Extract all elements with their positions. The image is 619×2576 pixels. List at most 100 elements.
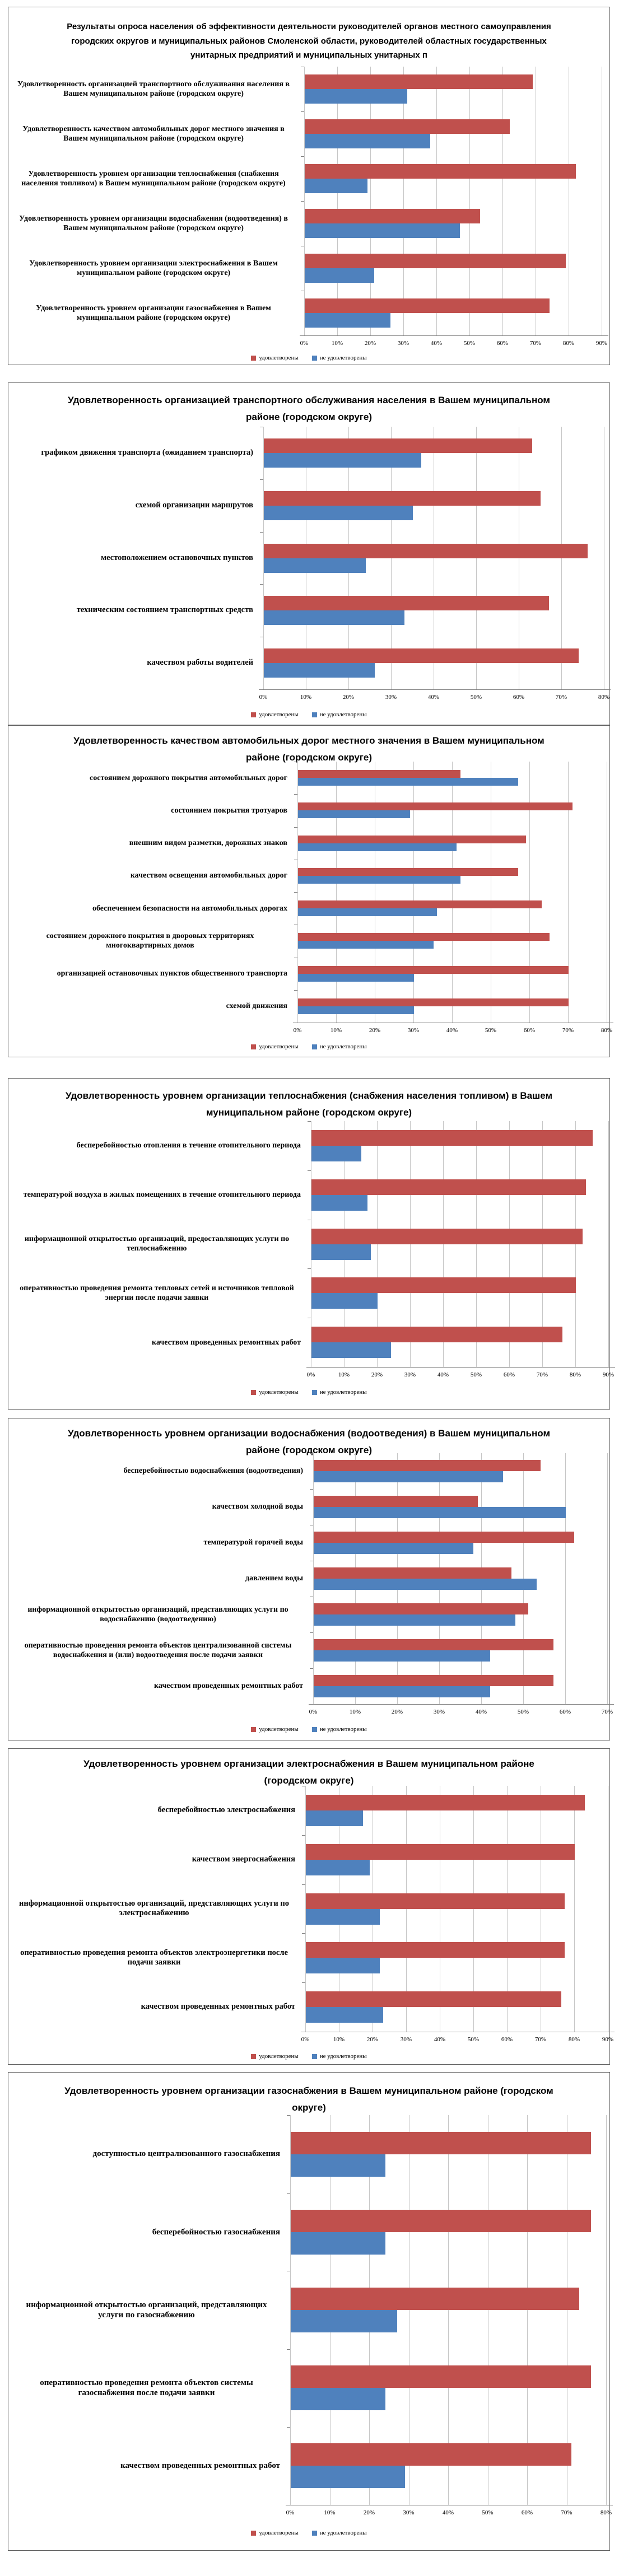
bar-not-satisfied — [298, 1006, 414, 1014]
category-tick — [308, 1367, 311, 1368]
bar-not-satisfied — [314, 1686, 490, 1697]
category-label-text: доступностью централизованного газоснабж… — [92, 2149, 280, 2159]
category-tick — [294, 990, 297, 991]
category-label-text: качеством проведенных ремонтных работ — [152, 1338, 301, 1347]
legend-label-satisfied: удовлетворены — [259, 1043, 299, 1050]
panel-gas: Удовлетворенность уровнем организации га… — [8, 2072, 613, 2551]
category-label-text: состоянием дорожного покрытия автомобиль… — [90, 773, 287, 782]
panel-heating: Удовлетворенность уровнем организации те… — [8, 1078, 615, 1410]
x-tick-label: 60% — [513, 694, 525, 701]
x-tick-label: 0% — [286, 2509, 295, 2516]
category-tick — [302, 1835, 305, 1836]
legend: удовлетворены не удовлетворены — [8, 1043, 609, 1050]
x-tick-label: 60% — [523, 1027, 536, 1034]
gridline — [476, 427, 477, 689]
category-tick — [302, 1933, 305, 1934]
bar-satisfied — [298, 933, 550, 941]
x-tick-label: 80% — [569, 1371, 581, 1378]
x-tick-label: 0% — [293, 1027, 302, 1034]
category-label-text: бесперебойностью газоснабжения — [152, 2227, 280, 2237]
x-tick-label: 90% — [602, 2036, 614, 2043]
category-label: организацией остановочных пунктов общест… — [13, 958, 294, 990]
panel-roads: Удовлетворенность качеством автомобильны… — [8, 725, 613, 1057]
bar-not-satisfied — [298, 973, 414, 982]
bar-not-satisfied — [314, 1579, 537, 1590]
category-label-text: давлением воды — [245, 1574, 303, 1583]
legend: удовлетворены не удовлетворены — [8, 1389, 609, 1396]
bar-satisfied — [298, 770, 460, 778]
category-label: оперативностью проведения ремонта объект… — [13, 2349, 287, 2427]
gridline — [542, 1121, 543, 1367]
legend-swatch-not-satisfied-icon — [311, 355, 317, 361]
gridline — [473, 1786, 474, 2032]
category-label-text: Удовлетворенность уровнем организации эл… — [29, 259, 278, 277]
category-tick — [301, 201, 304, 202]
category-tick — [260, 479, 263, 480]
bar-not-satisfied — [298, 875, 460, 884]
x-tick-label: 60% — [503, 1371, 515, 1378]
category-label: Удовлетворенность уровнем организации га… — [13, 291, 301, 335]
legend-label-satisfied: удовлетворены — [259, 711, 299, 718]
x-tick-label: 10% — [300, 694, 312, 701]
bar-satisfied — [311, 1179, 586, 1195]
category-tick — [308, 1268, 311, 1270]
category-label: качеством освещения автомобильных дорог — [13, 860, 294, 892]
category-tick — [287, 2115, 290, 2116]
chart-title: Удовлетворенность организацией транспорт… — [68, 395, 550, 422]
category-label-text: бесперебойностью водоснабжения (водоотве… — [123, 1467, 303, 1476]
x-tick-label: 80% — [562, 340, 575, 347]
category-label-text: техническим состоянием транспортных сред… — [76, 605, 253, 615]
category-label-text: оперативностью проведения ремонта объект… — [20, 1948, 288, 1967]
bar-not-satisfied — [298, 843, 457, 851]
category-label: информационной открытостью организаций, … — [13, 1597, 310, 1632]
category-label-text: схемой движения — [226, 1002, 287, 1011]
category-label: давлением воды — [13, 1561, 310, 1597]
bar-satisfied — [298, 965, 569, 974]
gridline — [448, 2115, 449, 2505]
category-label: бесперебойностью водоснабжения (водоотве… — [13, 1453, 310, 1489]
bar-satisfied — [311, 1277, 576, 1294]
bar-satisfied — [306, 1794, 585, 1810]
gridline — [336, 762, 337, 1023]
category-label-text: качеством освещения автомобильных дорог — [130, 871, 287, 880]
legend-swatch-satisfied-icon — [251, 2054, 257, 2059]
category-tick — [302, 1884, 305, 1885]
legend: удовлетворены не удовлетворены — [8, 2530, 609, 2536]
gridline — [561, 427, 562, 689]
legend-item-not-satisfied: не удовлетворены — [311, 1389, 367, 1396]
category-label-text: Удовлетворенность уровнем организации те… — [21, 169, 286, 188]
bar-not-satisfied — [306, 1958, 380, 1974]
bar-not-satisfied — [306, 1908, 380, 1925]
chart-title: Удовлетворенность уровнем организации во… — [67, 1428, 551, 1455]
category-label: техническим состоянием транспортных сред… — [13, 584, 260, 637]
legend: удовлетворены не удовлетворены — [8, 2053, 609, 2060]
x-tick-label: 10% — [330, 1027, 342, 1034]
category-label-text: состоянием покрытия тротуаров — [171, 806, 287, 815]
bar-satisfied — [311, 1327, 563, 1343]
legend: удовлетворены не удовлетворены — [8, 1726, 609, 1733]
x-axis — [306, 1367, 615, 1368]
x-tick-label: 40% — [434, 2036, 446, 2043]
bar-satisfied — [291, 2443, 571, 2466]
category-label: информационной открытостью организаций, … — [13, 2271, 287, 2349]
legend-swatch-satisfied-icon — [251, 2530, 257, 2536]
bar-satisfied — [314, 1567, 511, 1579]
bar-not-satisfied — [314, 1543, 473, 1554]
gridline — [452, 762, 453, 1023]
bar-not-satisfied — [311, 1293, 378, 1309]
bar-satisfied — [264, 543, 588, 558]
category-label: бесперебойностью электроснабжения — [13, 1786, 302, 1835]
panel-water: Удовлетворенность уровнем организации во… — [8, 1418, 614, 1740]
x-tick-label: 50% — [467, 2036, 480, 2043]
legend-swatch-not-satisfied-icon — [311, 2530, 317, 2536]
bar-not-satisfied — [306, 1810, 363, 1826]
x-tick-label: 20% — [371, 1371, 383, 1378]
legend-swatch-satisfied-icon — [251, 355, 257, 361]
bar-not-satisfied — [311, 1244, 371, 1260]
bar-satisfied — [305, 209, 480, 223]
legend-label-not-satisfied: не удовлетворены — [319, 2053, 367, 2060]
category-label-text: Удовлетворенность уровнем организации во… — [19, 214, 288, 232]
x-tick-label: 60% — [521, 2509, 533, 2516]
legend-label-not-satisfied: не удовлетворены — [319, 711, 367, 718]
category-label: состоянием дорожного покрытия автомобиль… — [13, 762, 294, 794]
